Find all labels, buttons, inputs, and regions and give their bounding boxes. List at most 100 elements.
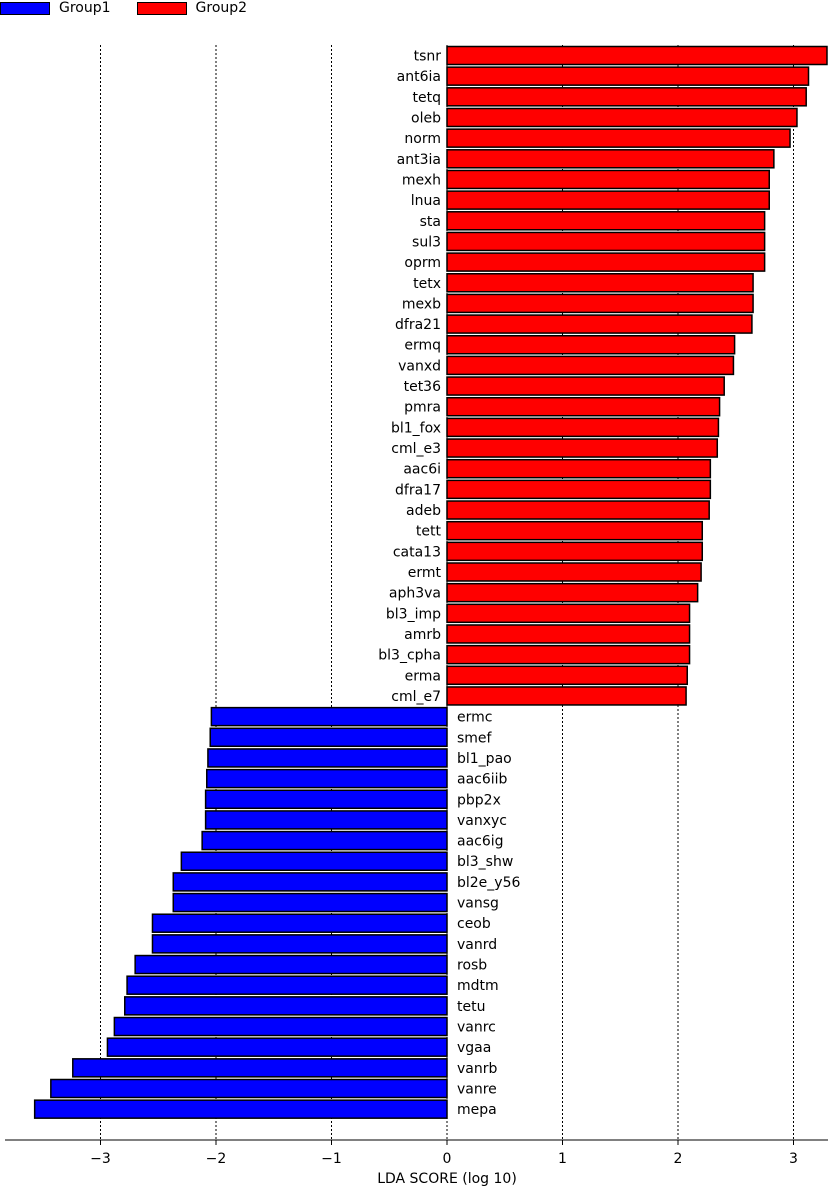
bar-label-vanxyc: vanxyc [457,813,507,829]
bar-lnua [446,190,770,210]
x-tick-label-1: 1 [558,1151,567,1167]
bar-label-cata13: cata13 [393,544,441,560]
bar-ant6ia [446,66,810,86]
legend-item-group1: Group1 [0,0,111,16]
bar-label-aac6iib: aac6iib [457,772,508,788]
bar-label-cml_e3: cml_e3 [391,441,441,457]
bar-label-vanrc: vanrc [457,1020,496,1036]
x-tick-label--2: −2 [206,1151,227,1167]
bar-label-bl1_pao: bl1_pao [457,751,512,767]
x-tick-label--1: −1 [321,1151,342,1167]
bar-bl3_shw [180,851,448,871]
bar-aph3va [446,582,699,603]
bar-label-tetq: tetq [413,90,441,106]
legend: Group1 Group2 [0,0,273,16]
bar-bl3_cpha [446,644,691,665]
bar-label-pmra: pmra [404,400,441,416]
bar-vanxyc [204,810,448,830]
bar-mexh [446,169,770,190]
bar-labels: tsnr ant6ia tetq oleb norm ant3ia mexh lnua sta s… [378,49,520,1119]
bar-bl3_imp [446,603,691,624]
bar-label-norm: norm [404,131,441,147]
legend-swatch-group2 [136,1,187,15]
bar-rosb [134,954,448,975]
bar-ermt [446,562,702,582]
bar-tsnr [446,45,828,66]
bar-label-vanrd: vanrd [457,937,497,953]
bar-tetq [446,87,807,107]
bar-label-erma: erma [405,668,441,684]
bar-label-aac6i: aac6i [403,462,441,478]
bar-label-mexb: mexb [402,296,441,312]
bar-label-vgaa: vgaa [457,1040,491,1056]
bar-adeb [446,500,710,520]
bar-vanre [50,1078,448,1099]
bar-label-bl3_imp: bl3_imp [386,606,441,622]
legend-swatch-group1 [0,1,50,15]
x-tick-label-2: 2 [674,1151,683,1167]
bar-label-pbp2x: pbp2x [457,792,501,808]
bar-label-oprm: oprm [404,255,441,271]
bar-label-ermq: ermq [404,338,441,354]
bar-label-tetx: tetx [413,276,441,292]
bar-mepa [33,1099,448,1119]
bar-label-dfra21: dfra21 [395,317,441,333]
bar-ant3ia [446,149,775,169]
bar-pbp2x [204,789,448,810]
bar-label-vanxd: vanxd [398,358,441,374]
bar-label-rosb: rosb [457,958,487,974]
bar-vanrc [113,1016,448,1037]
bar-bl1_pao [207,748,448,768]
bar-label-aph3va: aph3va [389,586,441,602]
bar-cml_e7 [446,686,687,706]
legend-label-group1: Group1 [59,0,111,16]
bar-ermc [210,706,448,727]
bar-label-vanre: vanre [457,1082,497,1098]
bar-label-bl2e_y56: bl2e_y56 [457,875,520,891]
bar-vansg [172,892,448,913]
bar-label-mexh: mexh [402,172,441,188]
bar-vanrb [72,1058,448,1078]
bar-label-mepa: mepa [457,1102,497,1118]
bar-pmra [446,396,721,417]
bar-label-smef: smef [457,730,493,746]
bar-label-cml_e7: cml_e7 [391,689,441,705]
bar-label-tett: tett [416,524,442,540]
bar-label-sta: sta [420,214,441,230]
bar-label-sul3: sul3 [412,234,441,250]
bar-label-ermt: ermt [408,565,442,581]
bar-ermq [446,334,736,355]
bar-aac6ig [201,830,448,851]
bar-tett [446,520,704,541]
bar-dfra17 [446,479,712,500]
bar-mdtm [126,975,448,995]
bar-label-vansg: vansg [457,896,499,912]
x-tick-label-3: 3 [789,1151,798,1167]
bar-label-bl3_shw: bl3_shw [457,854,513,870]
bar-label-aac6ig: aac6ig [457,834,504,850]
bar-label-bl3_cpha: bl3_cpha [378,648,441,664]
bar-label-lnua: lnua [411,193,441,209]
bar-sul3 [446,231,766,252]
bar-vanxd [446,355,735,376]
bar-smef [209,727,448,748]
legend-label-group2: Group2 [195,0,248,16]
x-axis-label: LDA SCORE (log 10) [377,1171,517,1187]
bar-label-amrb: amrb [404,627,441,643]
bar-label-ceob: ceob [457,916,491,932]
bar-sta [446,211,766,231]
bar-label-ant3ia: ant3ia [397,152,441,168]
bars [33,45,828,1119]
bar-label-vanrb: vanrb [457,1061,497,1077]
bar-ceob [151,913,448,933]
x-tick-label--3: −3 [90,1151,111,1167]
bar-cata13 [446,541,704,562]
bar-erma [446,665,688,686]
bar-dfra21 [446,314,753,334]
bar-bl2e_y56 [172,872,448,892]
bar-aac6i [446,458,712,479]
bar-tetx [446,273,754,293]
x-tick-label-0: 0 [443,1151,452,1167]
bar-mexb [446,293,754,314]
